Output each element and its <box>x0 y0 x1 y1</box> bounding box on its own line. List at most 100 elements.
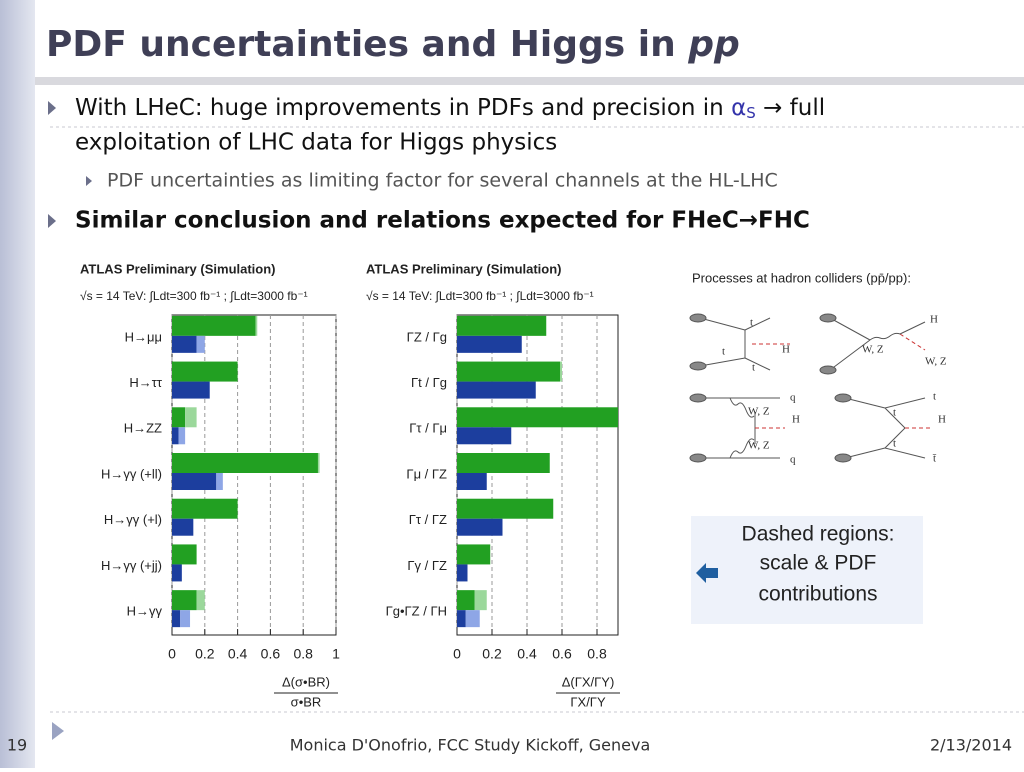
bar <box>172 427 179 445</box>
x-tick-label: 0.6 <box>261 646 281 662</box>
bar <box>172 315 256 336</box>
x-axis-label: Δ(σ•BR) <box>282 674 330 689</box>
bar <box>457 335 522 353</box>
bar <box>172 544 197 565</box>
subscript: S <box>746 104 756 122</box>
bar-dashed <box>180 610 191 628</box>
bar <box>172 335 197 353</box>
processes-title: Processes at hadron colliders (pp̄/pp): <box>692 270 911 285</box>
bar <box>457 453 550 473</box>
diagram-label: q <box>790 392 796 404</box>
x-tick-label: 1 <box>332 646 340 662</box>
diagram-label: W, Z <box>748 440 770 452</box>
processes <box>689 313 930 463</box>
category-label: Γμ / ΓZ <box>406 466 447 481</box>
bar <box>172 361 238 382</box>
bullet-icon <box>86 176 92 186</box>
bar <box>172 453 318 473</box>
x-axis-label: Δ(ΓX/ΓY) <box>562 674 615 689</box>
bar <box>457 427 512 445</box>
title-text: PDF uncertainties and Higgs in <box>46 24 688 65</box>
diagram-label: t <box>893 438 896 450</box>
bar-dashed <box>185 407 197 428</box>
x-tick-label: 0.6 <box>552 646 572 662</box>
diagram-label: t̄ <box>932 453 936 465</box>
bar <box>172 498 238 519</box>
diagram-label: W, Z <box>925 356 947 368</box>
bar-dashed <box>317 453 320 473</box>
diagram-label: W, Z <box>862 344 884 356</box>
category-label: Γg•ΓZ / ΓH <box>386 604 447 619</box>
callout-text: scale & PDF <box>760 552 877 575</box>
diagram-label: q <box>790 454 796 466</box>
category-label: H→ZZ <box>124 421 162 436</box>
bar-dashed <box>560 361 562 382</box>
bar <box>457 590 475 611</box>
figure-energy: √s = 14 TeV: ∫Ldt=300 fb⁻¹ ; ∫Ldt=3000 f… <box>366 289 594 303</box>
bar <box>457 381 536 399</box>
diagram-label: t <box>752 362 755 374</box>
bar <box>457 407 618 428</box>
category-label: ΓZ / Γg <box>407 329 447 344</box>
diagram-label: t <box>933 391 936 403</box>
category-label: Γt / Γg <box>411 375 447 390</box>
bullet: With LHeC: huge improvements in PDFs and… <box>75 95 825 122</box>
callout-text: Dashed regions: <box>742 523 895 546</box>
bar <box>172 473 217 490</box>
x-tick-label: 0.4 <box>517 646 537 662</box>
category-label: H→γγ <box>127 604 163 619</box>
bar-dashed <box>216 473 223 490</box>
bar <box>172 610 181 628</box>
bar-dashed <box>255 315 258 336</box>
callout-arrow <box>696 563 718 583</box>
bar <box>172 518 194 536</box>
diagram-label: t <box>893 407 896 419</box>
bar <box>457 498 554 519</box>
slide-title: PDF uncertainties and Higgs in pp <box>46 24 740 65</box>
category-label: Γγ / ΓZ <box>407 558 447 573</box>
diagram-label: H <box>930 314 938 326</box>
category-label: Γτ / Γμ <box>409 421 447 436</box>
callout-box <box>691 516 923 624</box>
bullet-icon <box>48 214 56 228</box>
x-tick-label: 0.4 <box>228 646 248 662</box>
bullet-text: exploitation of LHC data for Higgs physi… <box>75 130 557 156</box>
side-bar <box>0 0 35 768</box>
bar-dashed <box>196 335 205 353</box>
category-label: H→μμ <box>125 329 162 344</box>
bar <box>172 407 186 428</box>
category-label: Γτ / ΓZ <box>409 512 447 527</box>
figure-header: ATLAS Preliminary (Simulation) <box>366 261 562 276</box>
bar <box>172 590 197 611</box>
x-tick-label: 0.8 <box>293 646 313 662</box>
bar <box>457 518 503 536</box>
x-axis-label: σ•BR <box>291 694 322 709</box>
bar <box>172 564 182 582</box>
figures: ATLAS Preliminary (Simulation) √s = 14 Te… <box>80 261 620 709</box>
bullet-text: With LHeC: huge improvements in PDFs and… <box>75 95 731 121</box>
title-rule <box>35 77 1024 85</box>
x-tick-label: 0 <box>168 646 176 662</box>
diagram-label: H <box>782 344 790 356</box>
bar <box>457 315 547 336</box>
category-label: H→γγ (+ll) <box>101 466 162 481</box>
bullet-text: → full <box>756 95 825 121</box>
footer-text: Monica D'Onofrio, FCC Study Kickoff, Gen… <box>290 736 651 755</box>
bullet-icon <box>48 101 56 115</box>
diagram-label: H <box>938 414 946 426</box>
bar <box>457 473 487 490</box>
x-axis-label: ΓX/ΓY <box>570 694 606 709</box>
bar <box>457 544 491 565</box>
diagram-label: t <box>722 346 725 358</box>
callout-text: contributions <box>758 583 877 606</box>
title-italic: pp <box>687 24 740 65</box>
x-tick-label: 0 <box>453 646 461 662</box>
diagram-label: W, Z <box>748 406 770 418</box>
bar <box>457 610 466 628</box>
sub-bullet: PDF uncertainties as limiting factor for… <box>107 170 778 192</box>
bar-dashed <box>178 427 186 445</box>
diagram-label: t <box>750 317 753 329</box>
category-label: H→γγ (+jj) <box>101 558 162 573</box>
bar <box>172 381 210 399</box>
